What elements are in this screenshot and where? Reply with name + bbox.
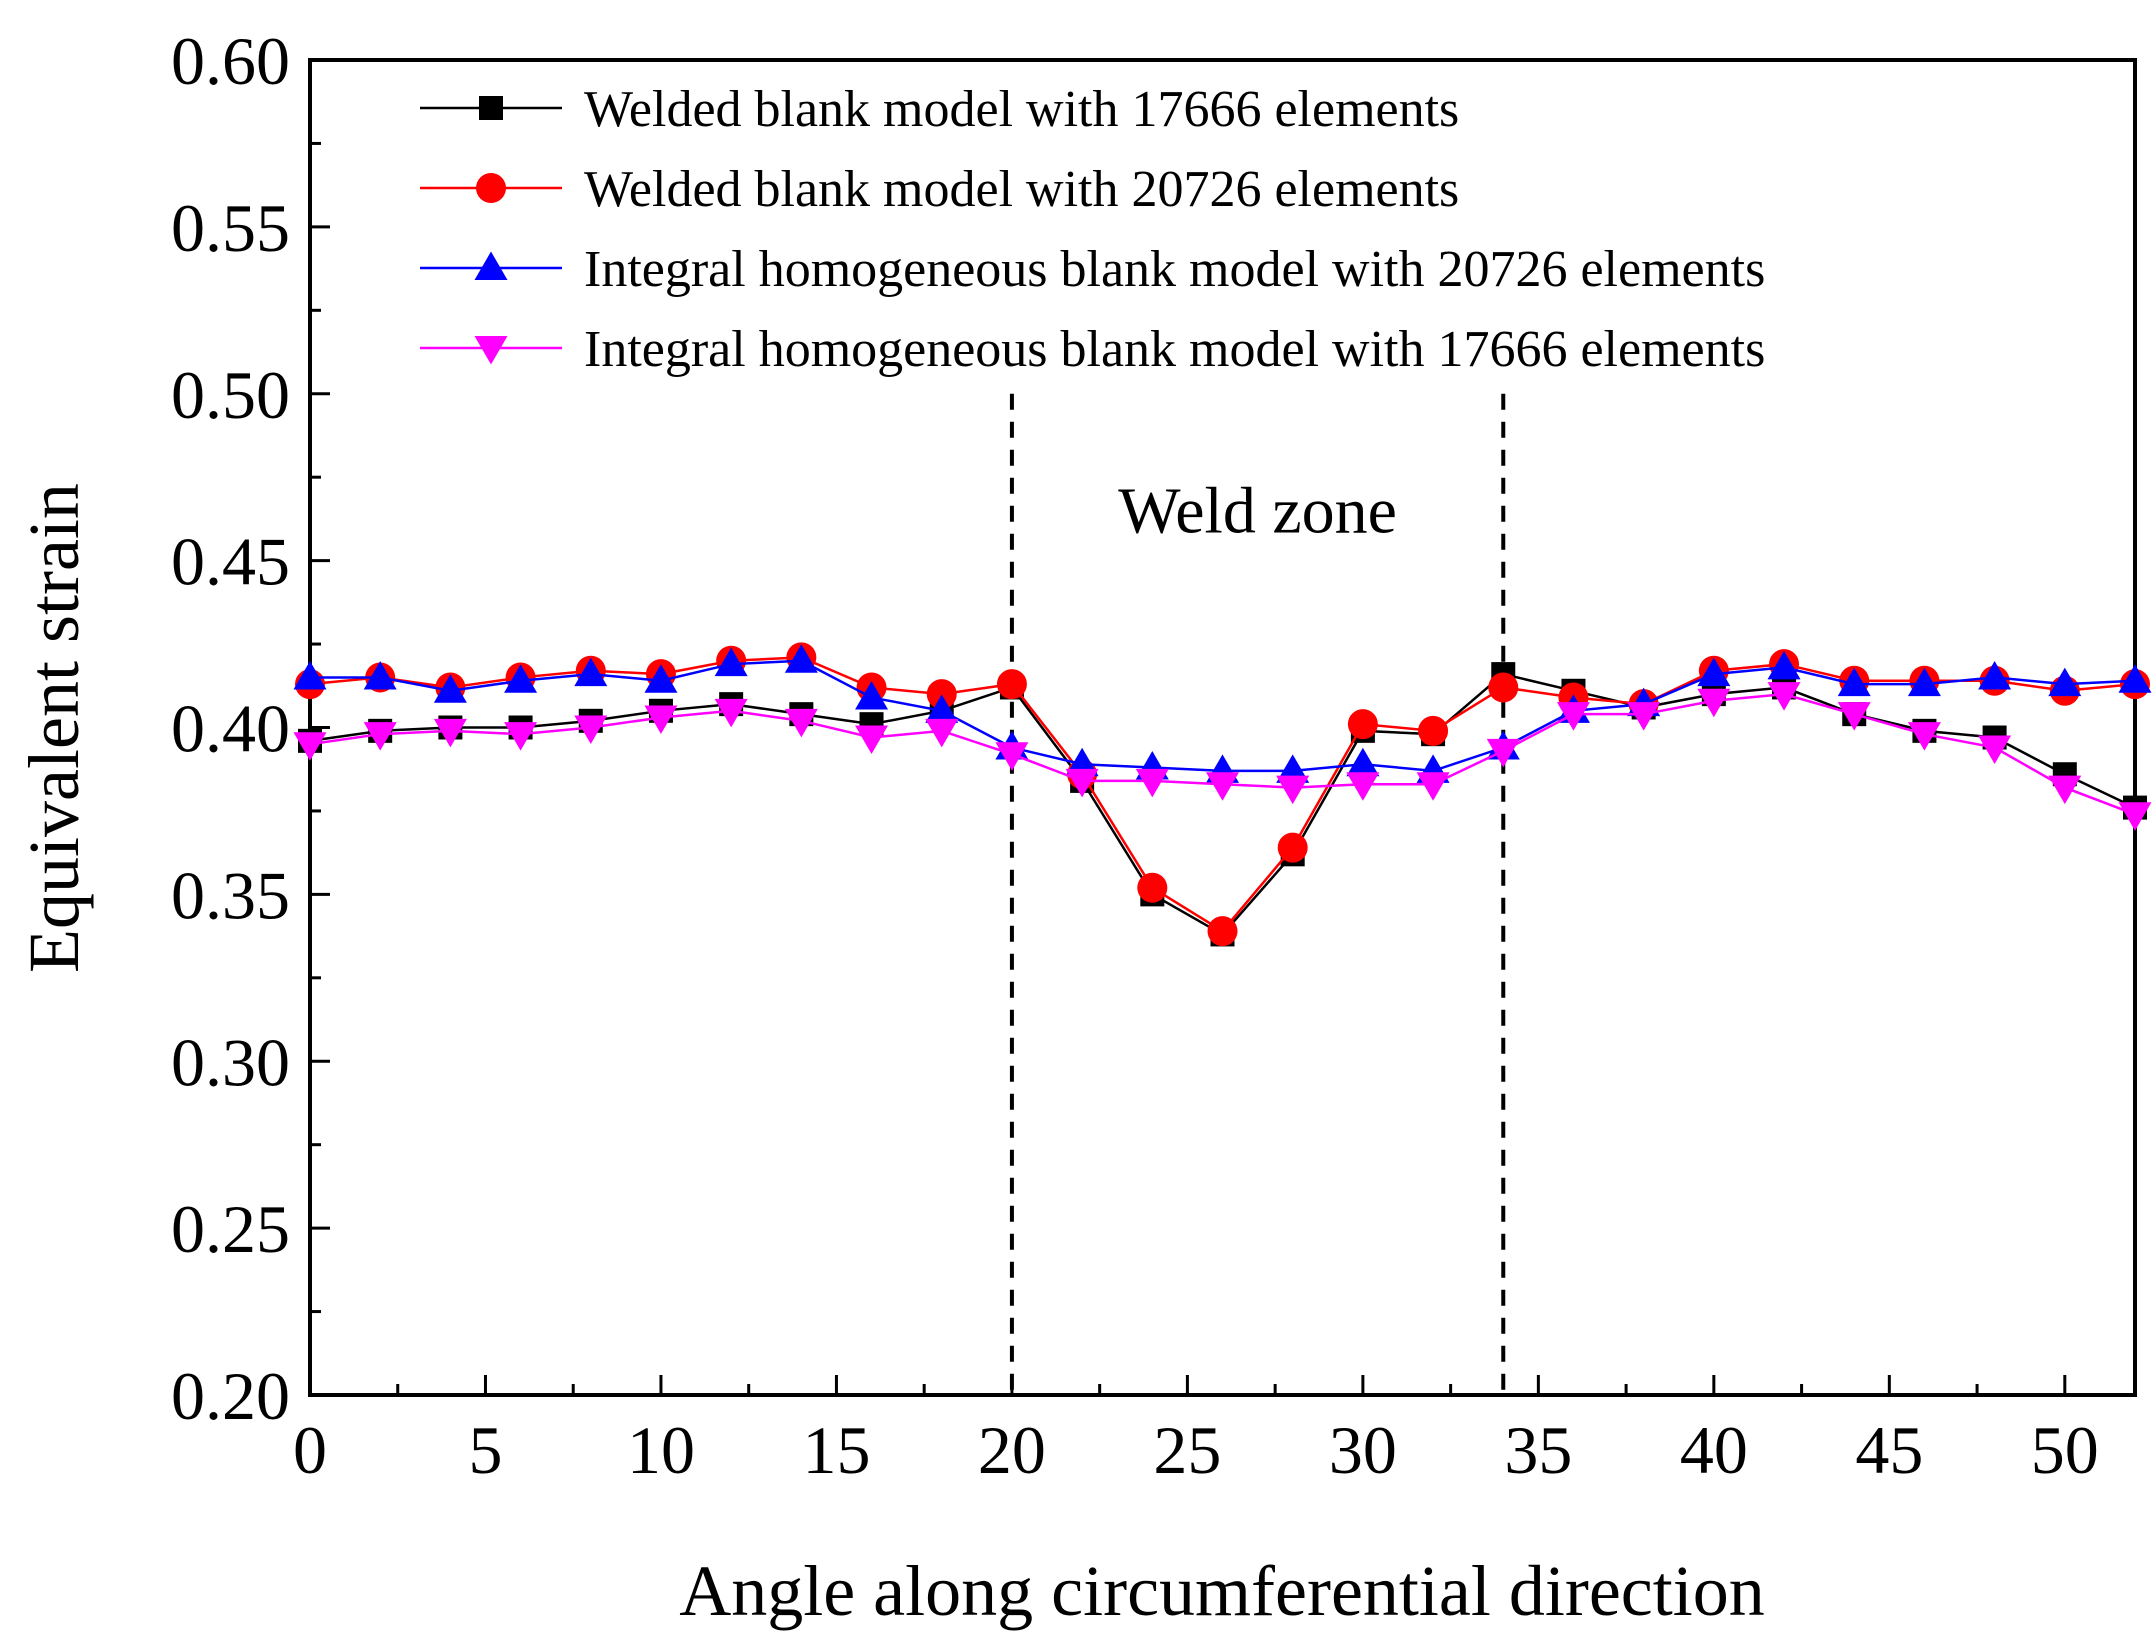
legend: Welded blank model with 17666 elements We… [420, 81, 1765, 378]
series-4 [293, 682, 2152, 831]
data-point [504, 722, 538, 751]
data-point [925, 694, 959, 723]
data-point [996, 669, 1027, 700]
data-point [2118, 802, 2152, 831]
data-point [1346, 772, 1380, 801]
data-point [1556, 702, 1590, 731]
data-point [1907, 722, 1941, 751]
x-tick-label: 10 [627, 1412, 695, 1488]
data-point [2048, 775, 2082, 805]
data-point [784, 708, 818, 738]
legend-entry: Integral homogeneous blank model with 20… [420, 241, 1765, 298]
ticks-layer: 0 5 10 15 20 25 30 35 40 45 50 0.20 0.25 0.30 0.35 0.40… [171, 23, 2099, 1488]
data-point [504, 664, 538, 693]
data-point [1207, 916, 1238, 947]
data-point [1486, 738, 1520, 768]
data-point [293, 732, 327, 761]
legend-marker [476, 173, 506, 203]
legend-marker [474, 251, 508, 280]
weld-zone-annotation: Weld zone [1118, 475, 1397, 548]
data-point [925, 718, 959, 748]
y-tick-label: 0.60 [171, 23, 290, 99]
legend-label: Integral homogeneous blank model with 20… [584, 241, 1765, 298]
legend-entry: Integral homogeneous blank model with 17… [420, 321, 1765, 378]
data-point [1488, 672, 1519, 703]
y-tick-label: 0.25 [171, 1191, 290, 1267]
data-point [1627, 702, 1661, 731]
data-point [714, 647, 748, 677]
data-point [995, 742, 1029, 771]
data-point [1416, 772, 1450, 801]
legend-marker [474, 336, 508, 365]
data-point [574, 715, 608, 744]
data-point [1767, 650, 1801, 680]
data-point [855, 680, 889, 710]
data-point [433, 718, 467, 748]
data-point [1697, 657, 1731, 687]
data-point [2048, 667, 2082, 697]
x-tick-label: 45 [1855, 1412, 1923, 1488]
data-point [1837, 667, 1871, 697]
data-point [644, 705, 678, 734]
data-point [1418, 715, 1449, 746]
data-point [1065, 768, 1099, 798]
y-tick-label: 0.50 [171, 357, 290, 433]
y-tick-label: 0.20 [171, 1358, 290, 1434]
data-point [714, 698, 748, 728]
data-point [2118, 664, 2152, 693]
data-point [433, 674, 467, 703]
x-tick-label: 20 [978, 1412, 1046, 1488]
data-point [1837, 702, 1871, 731]
data-point [1767, 682, 1801, 711]
data-point [1697, 688, 1731, 718]
data-point [293, 660, 327, 690]
data-point [926, 679, 957, 710]
data-point [855, 725, 889, 755]
y-tick-label: 0.30 [171, 1024, 290, 1100]
data-point [1206, 772, 1239, 801]
data-point [363, 660, 397, 690]
legend-entry: Welded blank model with 20726 elements [420, 161, 1459, 218]
legend-entry: Welded blank model with 17666 elements [420, 81, 1459, 138]
legend-label: Integral homogeneous blank model with 17… [584, 321, 1765, 378]
x-tick-label: 40 [1680, 1412, 1748, 1488]
x-tick-label: 5 [468, 1412, 502, 1488]
data-point [1277, 832, 1308, 863]
x-tick-label: 30 [1329, 1412, 1397, 1488]
data-point [1978, 735, 2012, 765]
data-point [1135, 768, 1169, 798]
data-point [1276, 775, 1310, 805]
y-tick-label: 0.45 [171, 524, 290, 600]
x-axis-title: Angle along circumferential direction [679, 1551, 1765, 1631]
x-tick-label: 35 [1504, 1412, 1572, 1488]
y-axis-title: Equivalent strain [14, 483, 94, 973]
y-tick-label: 0.55 [171, 190, 290, 266]
data-point [1346, 747, 1380, 777]
data-point [1137, 872, 1168, 903]
data-point [363, 722, 397, 751]
data-point [784, 644, 818, 673]
x-tick-label: 15 [802, 1412, 870, 1488]
series-layer [293, 642, 2152, 947]
data-point [644, 664, 678, 693]
y-tick-label: 0.35 [171, 857, 290, 933]
legend-label: Welded blank model with 17666 elements [584, 81, 1459, 138]
legend-label: Welded blank model with 20726 elements [584, 161, 1459, 218]
data-point [1907, 667, 1941, 697]
x-tick-label: 0 [293, 1412, 327, 1488]
data-point [1978, 660, 2012, 690]
x-tick-label: 25 [1153, 1412, 1221, 1488]
data-point [574, 657, 608, 687]
data-point [1347, 709, 1378, 740]
legend-marker [479, 96, 503, 120]
y-tick-label: 0.40 [171, 691, 290, 767]
x-tick-label: 50 [2031, 1412, 2099, 1488]
